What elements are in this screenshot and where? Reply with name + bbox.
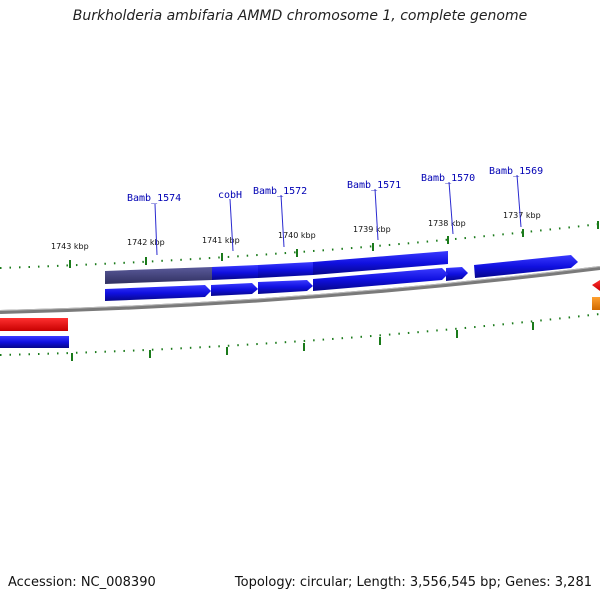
tick-label: 1740 kbp <box>278 231 316 240</box>
accession-text: Accession: NC_008390 <box>8 575 156 590</box>
gene-bamb-1572[interactable] <box>258 262 313 278</box>
rna-feature[interactable] <box>0 318 68 331</box>
gene-feature[interactable] <box>105 285 211 301</box>
gene-label[interactable]: Bamb_1572 <box>253 186 307 197</box>
gene-label[interactable]: Bamb_1569 <box>489 166 543 177</box>
tick-labels: 1743 kbp 1742 kbp 1741 kbp 1740 kbp 1739… <box>51 211 541 251</box>
rna-feature[interactable] <box>592 280 600 291</box>
gene-feature[interactable] <box>0 336 69 348</box>
inner-major-ticks <box>71 322 534 361</box>
orange-feature[interactable] <box>592 297 600 310</box>
gene-label[interactable]: cobH <box>218 190 242 201</box>
gene-bamb-1571[interactable] <box>313 251 448 275</box>
gene-bamb-1569[interactable] <box>474 255 578 278</box>
tick-label: 1743 kbp <box>51 242 89 251</box>
tick-label: 1742 kbp <box>127 238 165 247</box>
upper-strand-features <box>105 251 578 284</box>
tick-label: 1737 kbp <box>503 211 541 220</box>
gene-feature[interactable] <box>313 268 448 291</box>
left-edge-features <box>0 318 69 348</box>
gene-label[interactable]: Bamb_1574 <box>127 193 181 204</box>
gene-label[interactable]: Bamb_1571 <box>347 180 401 191</box>
gene-label-lines <box>154 174 522 256</box>
tick-label: 1739 kbp <box>353 225 391 234</box>
gene-bamb-1570[interactable] <box>446 267 468 281</box>
gene-labels: Bamb_1574 cobH Bamb_1572 Bamb_1571 Bamb_… <box>127 166 543 204</box>
map-title: Burkholderia ambifaria AMMD chromosome 1… <box>72 8 528 24</box>
genome-stats-text: Topology: circular; Length: 3,556,545 bp… <box>234 575 592 590</box>
lower-strand-features <box>105 268 448 301</box>
gene-bamb-1574-highlight[interactable] <box>105 267 212 284</box>
right-edge-features <box>592 280 600 310</box>
gene-cobH[interactable] <box>212 265 258 280</box>
gene-label[interactable]: Bamb_1570 <box>421 173 475 184</box>
gene-feature[interactable] <box>258 280 313 294</box>
chromosome-backbone <box>0 266 600 314</box>
tick-label: 1741 kbp <box>202 236 240 245</box>
gene-feature[interactable] <box>211 283 258 296</box>
inner-tick-ring <box>0 313 600 356</box>
outer-major-ticks <box>69 221 599 268</box>
tick-label: 1738 kbp <box>428 219 466 228</box>
